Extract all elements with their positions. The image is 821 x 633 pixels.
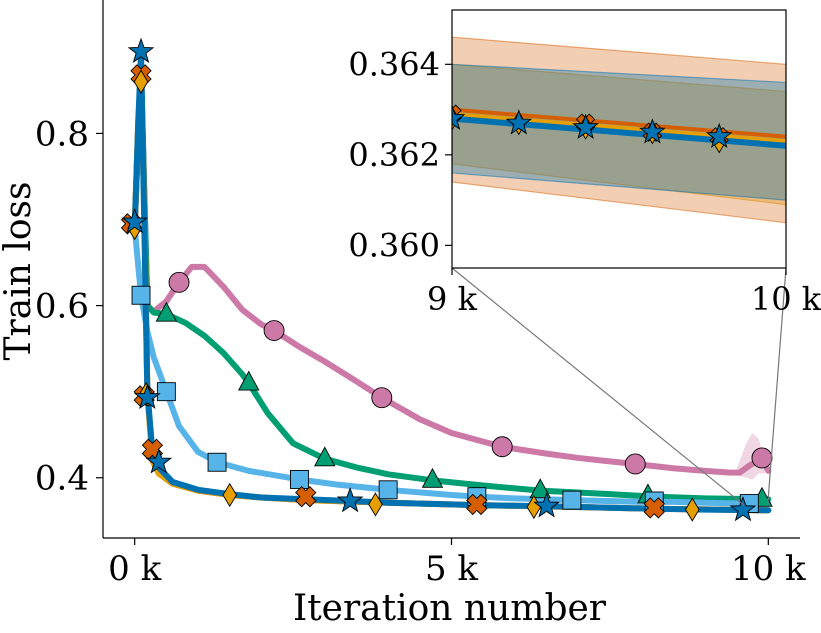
series-band-0 [736, 433, 766, 480]
series-marker-2 [289, 470, 309, 489]
series-marker-2 [562, 490, 582, 510]
series-marker-0 [751, 447, 773, 469]
x-axis-label: Iteration number [293, 588, 607, 629]
inset-series-line-2 [452, 115, 786, 149]
inset-series-line-1 [452, 112, 786, 144]
inset-x-tick-label: 9 k [427, 280, 478, 318]
series-marker-1 [314, 446, 336, 467]
series-marker-0 [263, 320, 285, 341]
series-marker-4 [222, 482, 238, 508]
series-marker-2 [378, 480, 398, 500]
zoom-connector-left [451, 267, 745, 506]
series-marker-5 [729, 495, 757, 522]
inset-y-tick-label: 0.362 [348, 136, 440, 174]
series-marker-3 [643, 497, 665, 519]
series-marker-5 [127, 37, 155, 63]
inset-x-tick-label: 10 k [751, 280, 821, 318]
inset-frame [451, 9, 787, 269]
series-marker-0 [624, 453, 646, 475]
series-marker-4 [133, 69, 149, 94]
inset-series-marker-2 [452, 104, 466, 130]
y-tick-label: 0.6 [35, 287, 89, 327]
inset-series-marker-2 [505, 109, 533, 135]
inset-series-line-0 [452, 107, 786, 139]
series-marker-3 [295, 486, 317, 508]
series-marker-5 [336, 487, 364, 513]
inset-y-tick-label: 0.360 [348, 226, 440, 264]
series-marker-2 [207, 452, 227, 472]
series-marker-2 [156, 382, 176, 402]
series-marker-5 [145, 448, 173, 474]
inset-series-marker-2 [572, 113, 599, 139]
main-plot-area [120, 37, 773, 522]
series-marker-3 [466, 493, 488, 516]
series-marker-5 [121, 208, 148, 234]
series-marker-1 [237, 370, 260, 391]
series-marker-1 [421, 467, 444, 488]
series-marker-4 [685, 497, 700, 522]
series-marker-0 [371, 387, 393, 409]
x-tick-label: 0 k [108, 549, 161, 589]
y-tick-label: 0.4 [35, 459, 89, 499]
zoom-connector-right [767, 267, 787, 506]
series-marker-1 [529, 478, 551, 499]
inset-plot-area [452, 36, 786, 224]
series-marker-5 [134, 383, 161, 409]
y-tick-label: 0.8 [35, 114, 89, 154]
series-marker-0 [168, 271, 190, 293]
series-marker-4 [368, 492, 383, 517]
series-line-5 [131, 48, 772, 514]
inset-series-marker-2 [639, 118, 666, 144]
series-marker-2 [131, 285, 151, 305]
series-marker-1 [155, 301, 178, 322]
y-axis-label: Train loss [0, 182, 39, 361]
x-tick-label: 5 k [425, 549, 478, 589]
x-tick-label: 10 k [731, 549, 806, 589]
series-marker-5 [533, 492, 560, 518]
inset-series-marker-2 [705, 122, 733, 149]
inset-y-tick-label: 0.364 [348, 45, 440, 83]
series-marker-0 [491, 436, 513, 458]
